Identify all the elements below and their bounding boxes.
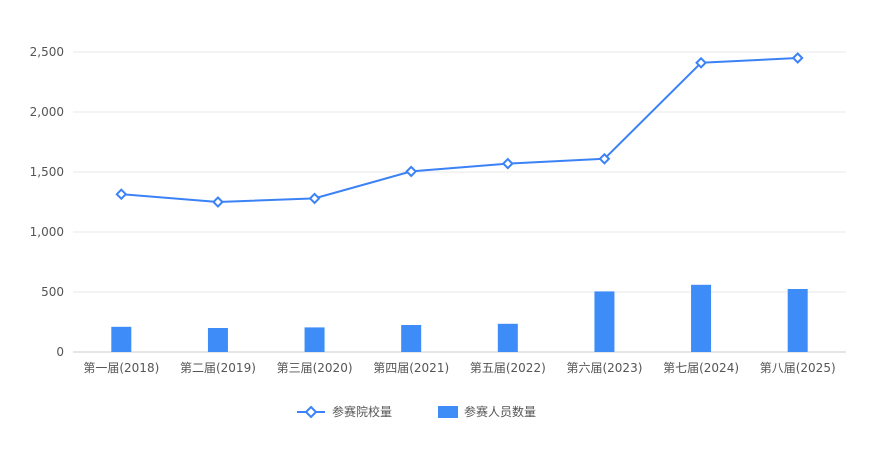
x-tick-label: 第七届(2024)	[663, 361, 739, 375]
line-point[interactable]	[212, 196, 224, 208]
bar[interactable]	[594, 291, 615, 352]
line-point[interactable]	[308, 192, 321, 205]
x-tick-label: 第四届(2021)	[373, 361, 449, 375]
line-point[interactable]	[598, 152, 611, 165]
y-tick-label: 0	[56, 345, 64, 359]
bar[interactable]	[497, 323, 518, 352]
line-path	[121, 57, 798, 203]
y-tick-label: 500	[41, 285, 64, 299]
bar[interactable]	[787, 289, 808, 352]
y-tick-label: 2,500	[30, 45, 64, 59]
grid-lines	[73, 51, 846, 353]
y-tick-label: 1,000	[30, 225, 64, 239]
legend[interactable]: 参赛院校量 参赛人员数量	[297, 404, 536, 419]
y-axis-ticks: 0 500 1,000 1,500 2,000 2,500	[30, 45, 64, 359]
legend-bar-swatch	[438, 406, 458, 418]
x-tick-label: 第一届(2018)	[83, 361, 159, 375]
line-point[interactable]	[791, 52, 804, 64]
bar[interactable]	[207, 328, 228, 352]
x-tick-label: 第八届(2025)	[760, 361, 836, 375]
line-point[interactable]	[695, 56, 707, 69]
line-point[interactable]	[115, 188, 128, 201]
bar[interactable]	[401, 325, 422, 352]
x-tick-label: 第六届(2023)	[566, 361, 642, 375]
bar[interactable]	[111, 326, 132, 352]
bar-series	[111, 284, 808, 352]
legend-label: 参赛人员数量	[464, 404, 536, 419]
x-tick-label: 第五届(2022)	[470, 361, 546, 375]
bar[interactable]	[691, 284, 712, 352]
line-point[interactable]	[405, 165, 418, 178]
legend-item-bar[interactable]: 参赛人员数量	[438, 404, 536, 419]
y-tick-label: 2,000	[30, 105, 64, 119]
bar[interactable]	[304, 327, 325, 352]
x-tick-label: 第二届(2019)	[180, 361, 256, 375]
legend-item-line[interactable]: 参赛院校量	[297, 404, 392, 419]
line-point[interactable]	[501, 157, 514, 170]
x-axis: 第一届(2018) 第二届(2019) 第三届(2020) 第四届(2021) 第五届(…	[83, 361, 835, 375]
legend-diamond-icon	[304, 405, 318, 419]
x-tick-label: 第三届(2020)	[277, 361, 353, 375]
y-tick-label: 1,500	[30, 165, 64, 179]
legend-label: 参赛院校量	[332, 404, 392, 419]
line-series	[115, 52, 804, 208]
